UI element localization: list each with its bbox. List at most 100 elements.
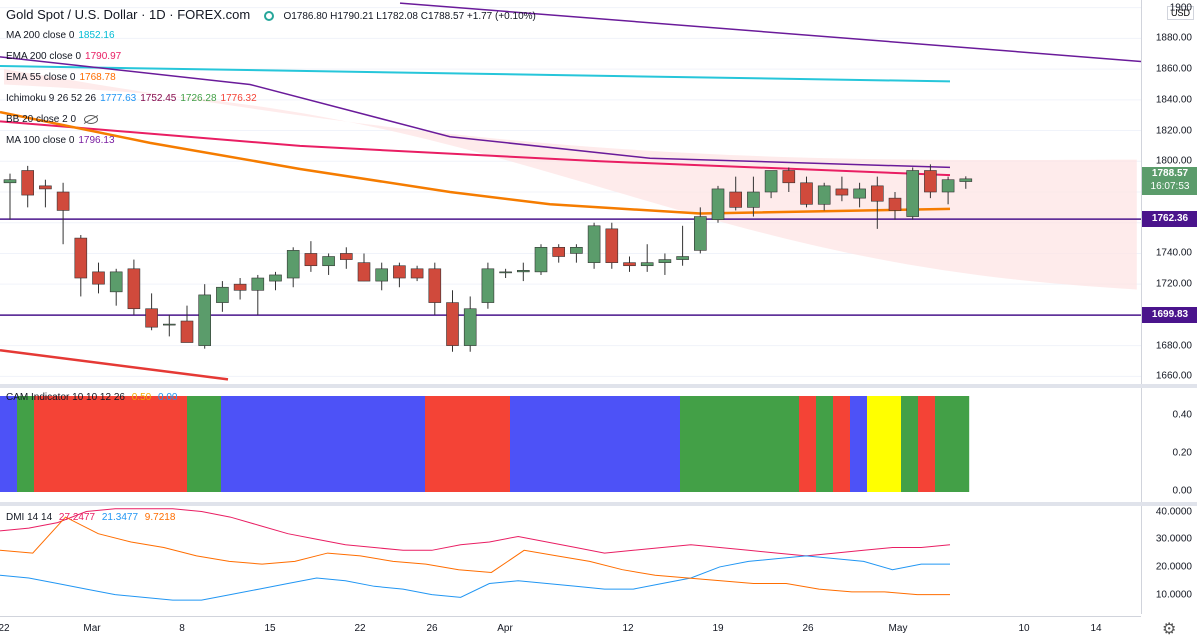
dmi-plus-di: 27.2477 (58, 512, 96, 523)
time-tick-label: 15 (264, 623, 276, 634)
candle-body (729, 191, 743, 208)
cam-bar (85, 396, 103, 492)
price-tick-label: 1800.00 (1155, 155, 1192, 167)
candle-body (711, 188, 725, 220)
dmi-pane[interactable]: DMI 14 14 27.2477 21.3477 9.7218 (0, 506, 1141, 614)
cam-param-2: 0.00 (158, 392, 178, 403)
cam-title[interactable]: CAM Indicator 10 10 12 26 (6, 392, 125, 403)
candle (764, 170, 778, 199)
cam-legend: CAM Indicator 10 10 12 26 0.50 0.00 (6, 392, 177, 403)
indicator-label[interactable]: MA 100 close 0 (6, 135, 75, 146)
trend-line (399, 2, 1141, 63)
indicator-label[interactable]: MA 200 close 0 (6, 30, 75, 41)
candle-body (658, 259, 672, 263)
candle (747, 176, 760, 217)
candle-body (499, 271, 512, 274)
price-tick-label: 1740.00 (1155, 247, 1192, 259)
candle-body (109, 271, 123, 293)
candle-body (605, 228, 619, 263)
candle (941, 176, 955, 205)
candle-body (180, 320, 194, 343)
indicator-value: 1790.97 (85, 51, 122, 62)
indicator-label[interactable]: BB 20 close 2 0 (6, 114, 77, 125)
ema200-line (0, 120, 951, 177)
pane-separator[interactable] (0, 502, 1197, 506)
level-price-tag: 1762.36 (1142, 211, 1197, 228)
time-tick-label: 22 (354, 623, 366, 634)
hidden-eye-icon[interactable] (84, 114, 99, 124)
candle (623, 256, 636, 272)
candle (516, 262, 530, 282)
candle-body (835, 188, 849, 196)
time-axis[interactable]: 22 Mar 8 15 22 26 Apr 12 19 26 May 10 14 (0, 616, 1141, 642)
candle (56, 182, 70, 245)
currency-badge[interactable]: USD (1166, 6, 1194, 20)
candle (74, 235, 88, 297)
candle (339, 247, 353, 269)
dmi-minus-di: 21.3477 (101, 512, 139, 523)
candle (693, 207, 707, 254)
symbol-title[interactable]: Gold Spot / U.S. Dollar · 1D · FOREX.com (6, 7, 251, 22)
cam-bar (425, 396, 443, 492)
cam-bar (289, 396, 307, 492)
cam-bar (867, 396, 885, 492)
settings-gear-icon[interactable]: ⚙ (1162, 621, 1177, 638)
cam-axis[interactable]: 0.40 0.20 0.00 (1141, 388, 1197, 502)
candle-body (906, 170, 920, 217)
candle-body (959, 178, 973, 182)
cam-bar (493, 396, 511, 492)
price-axis[interactable]: USD 1900 1880.00 1860.00 1840.00 1820.00 1800… (1141, 0, 1197, 384)
price-chart-pane[interactable]: Gold Spot / U.S. Dollar · 1D · FOREX.com… (0, 0, 1141, 384)
cam-bar (680, 396, 698, 492)
dmi-axis-label: 10.0000 (1155, 589, 1192, 601)
cam-axis-label: 0.20 (1172, 447, 1192, 459)
cam-bar (612, 396, 630, 492)
price-chart-canvas[interactable] (0, 0, 1141, 384)
cam-bar (850, 396, 868, 492)
candle (304, 241, 318, 272)
indicator-label[interactable]: EMA 200 close 0 (6, 51, 82, 62)
cam-bar (323, 396, 341, 492)
indicator-value: 1796.13 (78, 135, 115, 146)
candle (570, 244, 583, 263)
candle (587, 222, 601, 269)
cam-bar (374, 396, 392, 492)
dmi-axis[interactable]: 40.0000 30.0000 20.0000 10.0000 (1141, 506, 1197, 614)
candle (782, 167, 796, 192)
dmi-title[interactable]: DMI 14 14 (6, 512, 53, 523)
cam-bar (663, 396, 681, 492)
price-tick-label: 1900 (1169, 2, 1192, 14)
time-tick-label: 12 (622, 623, 634, 634)
cam-bar (816, 396, 834, 492)
candle (92, 262, 105, 294)
pane-separator[interactable] (0, 384, 1197, 388)
candle (534, 244, 548, 275)
candle (446, 290, 459, 352)
candle-body (428, 268, 442, 303)
indicator-value: 1768.78 (79, 72, 116, 83)
cam-bar (51, 396, 69, 492)
cam-bar (952, 396, 970, 492)
cam-bar (459, 396, 477, 492)
candle-body (800, 182, 813, 205)
candle-body (74, 237, 88, 279)
market-status-icon (263, 10, 274, 21)
candle-body (251, 277, 265, 291)
cam-bar (255, 396, 273, 492)
indicator-label[interactable]: Ichimoku 9 26 52 26 (6, 93, 97, 104)
price-tick-label: 1680.00 (1155, 340, 1192, 352)
cam-bar (153, 396, 171, 492)
cam-indicator-pane[interactable]: CAM Indicator 10 10 12 26 0.50 0.00 (0, 388, 1141, 502)
cam-bar (68, 396, 86, 492)
cam-param-1: 0.50 (131, 392, 152, 403)
cam-bar (884, 396, 902, 492)
candle (605, 222, 619, 269)
cam-axis-label: 0.00 (1172, 485, 1192, 497)
candle-body (233, 283, 247, 291)
candle-body (463, 308, 477, 346)
candle-body (817, 185, 831, 205)
candle-body (21, 170, 35, 196)
indicator-row: BB 20 close 2 0 (6, 109, 536, 130)
indicator-label[interactable]: EMA 55 close 0 (6, 72, 76, 83)
candle (729, 176, 743, 211)
